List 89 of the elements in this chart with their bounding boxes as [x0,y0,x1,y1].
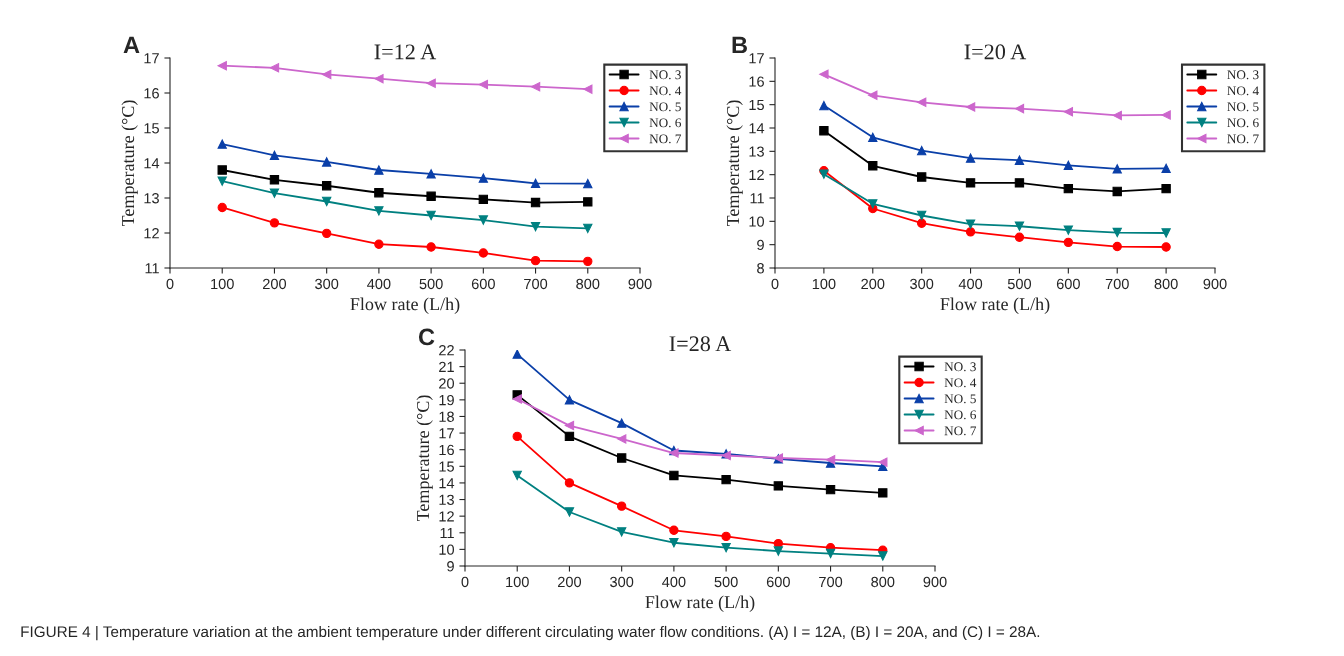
x-axis-title: Flow rate (L/h) [350,297,460,314]
x-tick-label: 0 [166,278,174,290]
caption: FIGURE 4 | Temperature variation at the ambient temperature under different circulating water flow conditions. (A) I = 12A, (B) I = 20A, and (C) I = 28A. [21,625,1040,641]
y-tick-label: 17 [749,53,764,64]
x-tick-label: 300 [610,576,634,588]
y-tick-label: 14 [749,123,765,134]
x-axis-title: Flow rate (L/h) [645,595,755,612]
y-tick-label: 11 [750,193,764,204]
y-tick-label: 13 [439,494,454,505]
legend-label: NO. 6 [944,410,977,420]
legend-label: NO. 3 [649,70,681,80]
x-tick-label: 0 [771,278,779,290]
y-tick-label: 16 [749,76,764,87]
y-tick-label: 16 [144,88,159,99]
x-tick-label: 300 [315,278,339,290]
x-tick-label: 400 [958,278,983,290]
legend-label: NO. 5 [944,394,976,404]
x-tick-label: 900 [628,278,652,290]
x-tick-label: 200 [861,278,885,290]
legend-label: NO. 4 [944,378,977,388]
x-tick-label: 200 [558,576,582,588]
legend-label: NO. 6 [649,118,682,128]
chart-title: I=20 A [964,44,1027,60]
y-axis-title: Temperature (°C) [726,100,743,227]
legend-label: NO. 3 [1227,70,1259,80]
x-tick-label: 700 [819,576,843,588]
x-tick-label: 800 [871,576,895,588]
x-axis-title: Flow rate (L/h) [940,297,1050,314]
y-tick-label: 9 [447,561,454,572]
y-tick-label: 8 [757,263,764,274]
legend-label: NO. 6 [1227,118,1259,128]
y-tick-label: 15 [749,99,764,111]
y-tick-label: 13 [749,146,764,157]
x-tick-label: 800 [1154,278,1178,290]
y-tick-label: 17 [144,53,159,64]
chart-title: I=12 A [374,44,437,60]
legend-label: NO. 4 [649,86,682,96]
x-tick-label: 700 [524,278,548,290]
legend-label: NO. 5 [1227,102,1259,112]
legend-label: NO. 7 [1227,134,1259,144]
x-tick-label: 400 [367,278,391,290]
y-tick-label: 14 [144,158,160,169]
y-tick-label: 11 [145,263,159,274]
y-tick-label: 10 [749,216,765,227]
y-tick-label: 20 [439,378,455,389]
text: A [123,36,140,54]
y-tick-label: 14 [439,478,455,489]
chart-title: I=28 A [669,336,732,352]
y-tick-label: 18 [439,411,454,422]
x-tick-label: 200 [263,278,287,290]
y-axis-title: Temperature (°C) [121,100,138,227]
y-tick-label: 15 [439,461,454,472]
x-tick-label: 800 [576,278,600,290]
y-tick-label: 9 [757,239,764,251]
x-tick-label: 900 [1203,278,1227,290]
y-tick-label: 19 [439,394,454,406]
x-tick-label: 600 [766,576,790,588]
legend-label: NO. 3 [944,362,976,372]
legend-label: NO. 7 [944,426,977,436]
legend-label: NO. 4 [1227,86,1259,96]
y-tick-label: 12 [749,169,764,180]
x-tick-label: 500 [714,576,738,588]
y-tick-label: 21 [439,361,454,372]
x-tick-label: 100 [211,278,234,290]
y-tick-label: 22 [439,345,454,356]
y-tick-label: 16 [439,444,454,456]
x-tick-label: 400 [662,576,686,588]
x-tick-label: 100 [506,576,529,588]
y-tick-label: 12 [144,228,159,239]
y-tick-label: 12 [439,511,454,522]
x-tick-label: 600 [1056,278,1080,290]
legend-label: NO. 7 [649,134,682,144]
y-tick-label: 15 [144,123,159,134]
legend-label: NO. 5 [649,102,681,112]
x-tick-label: 500 [419,278,443,290]
x-tick-label: 100 [812,278,836,290]
x-tick-label: 600 [471,278,495,290]
y-tick-label: 11 [440,528,454,539]
y-axis-title: Temperature (°C) [416,395,433,522]
x-tick-label: 0 [461,576,469,588]
x-tick-label: 900 [923,576,947,588]
x-tick-label: 300 [910,278,934,290]
y-tick-label: 10 [439,544,455,555]
x-tick-label: 700 [1105,278,1129,290]
y-tick-label: 13 [144,193,159,204]
x-tick-label: 500 [1007,278,1032,290]
text: C [418,328,435,346]
y-tick-label: 17 [439,428,454,439]
text: B [732,36,747,54]
